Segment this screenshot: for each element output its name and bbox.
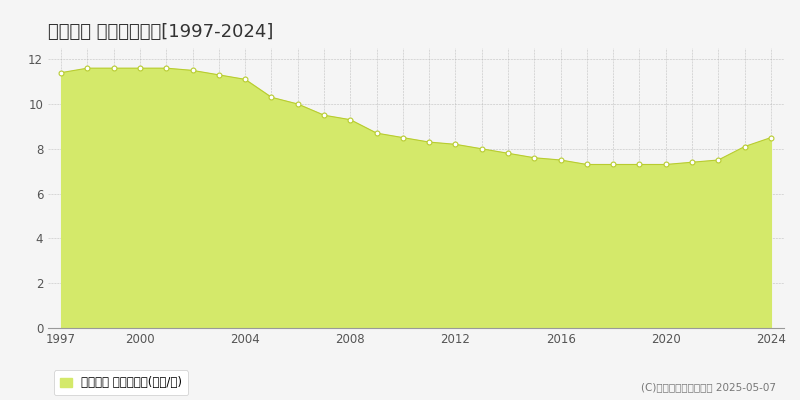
Text: 大刀洗町 基準地価推移[1997-2024]: 大刀洗町 基準地価推移[1997-2024] (48, 23, 274, 41)
Text: (C)土地価格ドットコム 2025-05-07: (C)土地価格ドットコム 2025-05-07 (641, 382, 776, 392)
Legend: 基準地価 平均坪単価(万円/坪): 基準地価 平均坪単価(万円/坪) (54, 370, 188, 395)
